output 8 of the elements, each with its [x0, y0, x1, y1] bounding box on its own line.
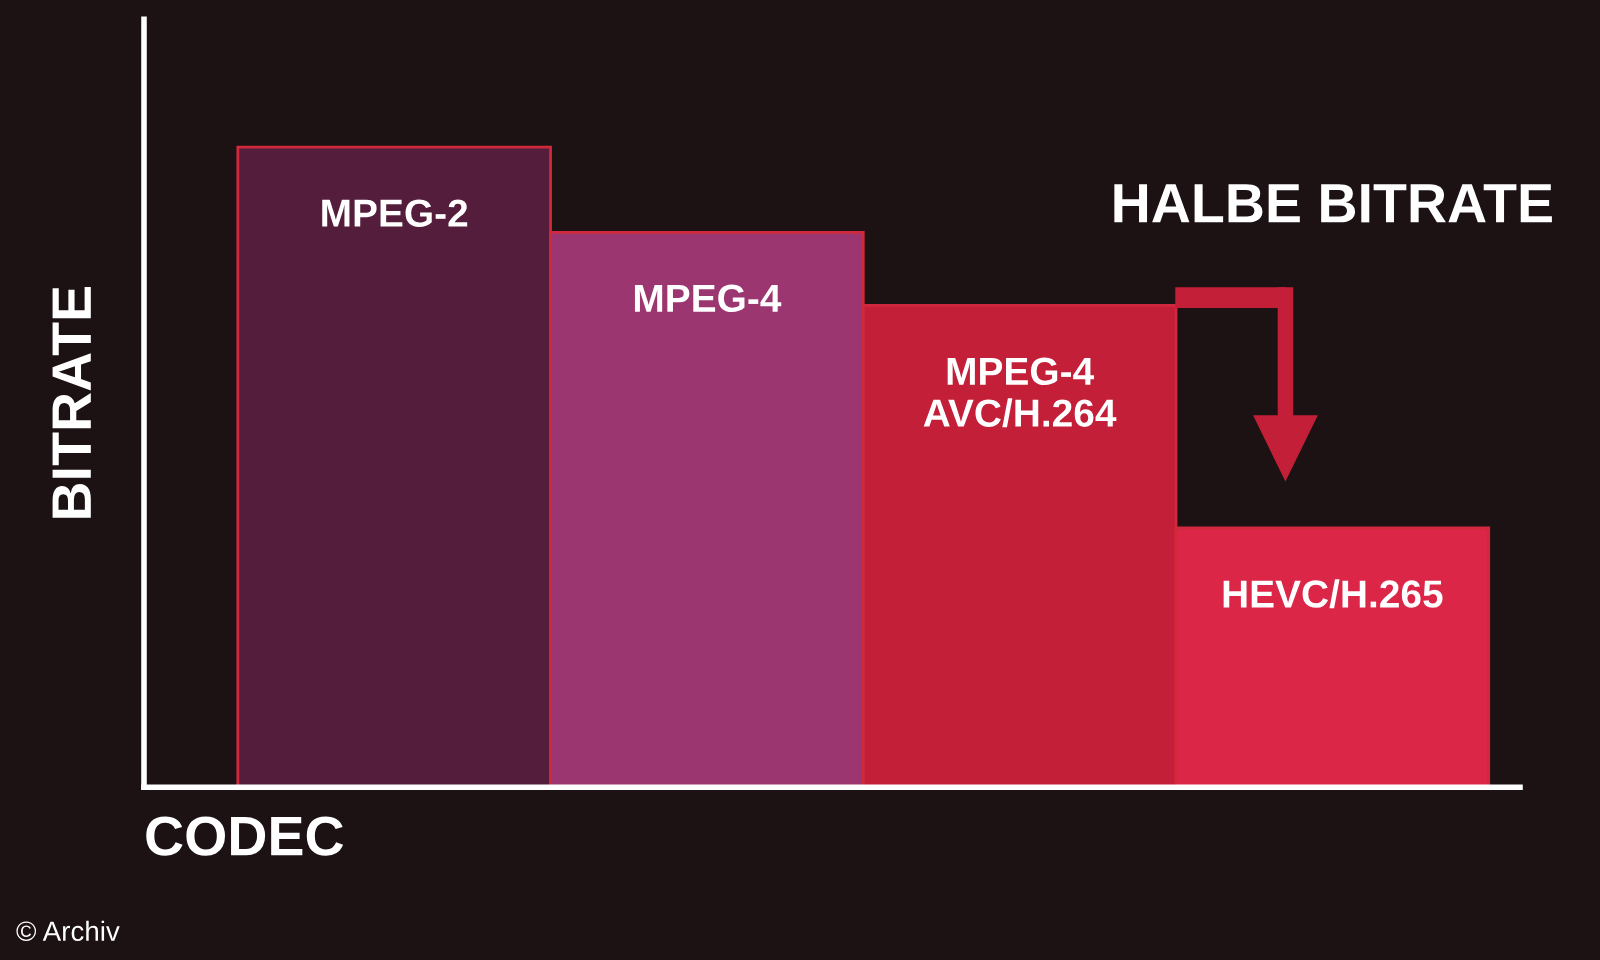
x-tick-label: MPEG-4 AVC/H.264 [923, 357, 1117, 428]
y-axis-title: BITRATE [52, 287, 91, 518]
x-tick-label: MPEG-2 [322, 199, 468, 227]
annotation: HALBE BITRATE [1114, 184, 1552, 223]
x-tick-label: MPEG-4 [634, 284, 782, 313]
x-tick-label: HEVC/H.265 [1223, 579, 1443, 609]
x-axis-title: CODEC [146, 816, 344, 856]
text: © Archiv [16, 920, 120, 942]
